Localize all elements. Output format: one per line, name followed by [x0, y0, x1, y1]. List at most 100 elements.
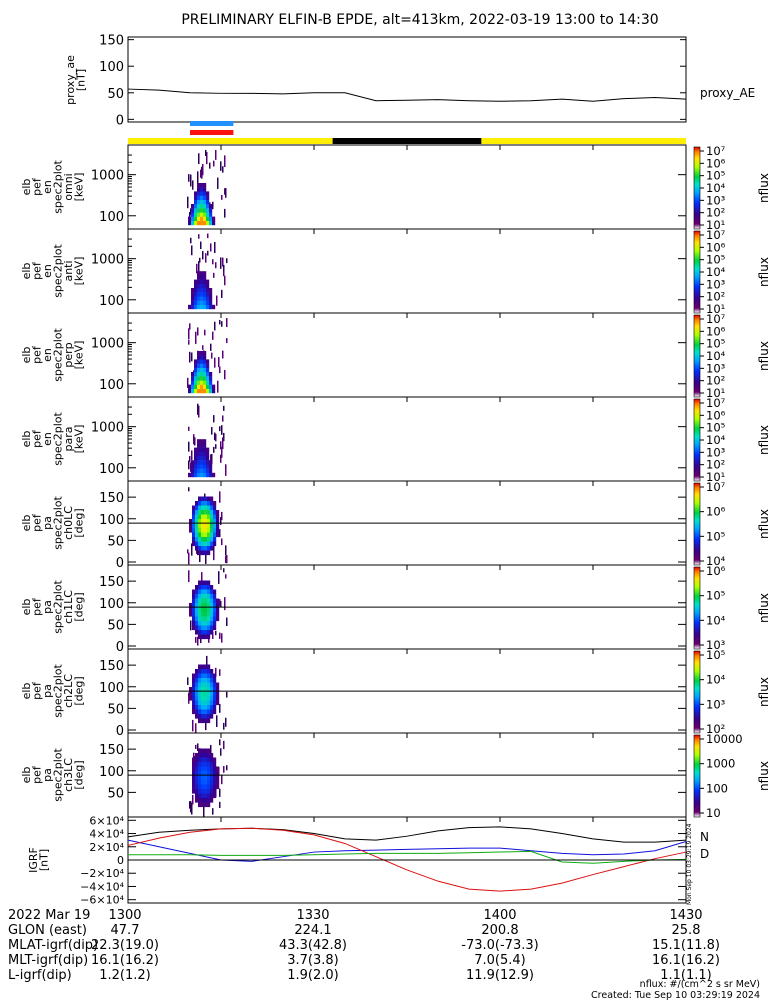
spectrogram-pixel [222, 415, 224, 422]
spectrogram-pixel [195, 753, 199, 758]
spectrogram-pixel [209, 288, 213, 293]
energy-panel-tick-label: 1000 [91, 169, 124, 184]
spectrogram-pixel [213, 589, 217, 595]
spectrogram-pixel [207, 718, 211, 724]
spectrogram-pixel [210, 546, 214, 551]
spectrogram-pixel [225, 188, 227, 198]
spectrogram-pixel [192, 594, 196, 599]
spectrogram-pixel [216, 519, 220, 524]
spectrogram-pixel [204, 709, 208, 715]
spectrogram-pixel [219, 669, 221, 676]
proxy-ae-tick-label: 150 [99, 34, 124, 49]
spectrogram-pixel [201, 757, 205, 763]
spectrogram-pixel [207, 625, 211, 631]
spectrogram-pixel [206, 216, 210, 221]
colorbar-tick-label: 10⁶ [706, 156, 726, 170]
spectrogram-pixel [187, 677, 189, 685]
spectrogram-pixel [201, 771, 205, 776]
spectrogram-pixel [189, 612, 193, 617]
spectrogram-pixel [201, 625, 205, 631]
spectrogram-pixel [200, 191, 204, 196]
spectrogram-pixel [188, 340, 190, 345]
side-stamp: Mon Sep 10 03:29:19 2024 [686, 823, 693, 905]
spectrogram-pixel [212, 631, 214, 639]
spectrogram-pixel [195, 630, 199, 635]
energy-panel-tick-label: 1000 [91, 337, 124, 352]
spectrogram-pixel [197, 443, 201, 448]
spectrogram-pixel [198, 709, 202, 715]
energy-panel-tick-label: 1000 [91, 253, 124, 268]
spectrogram-pixel [188, 216, 192, 221]
spectrogram-pixel [203, 472, 207, 478]
spectrogram-pixel [197, 359, 201, 364]
spectrogram-pixel [207, 705, 211, 710]
spectrogram-pixel [206, 388, 210, 394]
spectrogram-pixel [207, 714, 211, 719]
spectrogram-pixel [191, 204, 195, 209]
spectrogram-pixel [206, 288, 210, 293]
spectrogram-pixel [213, 541, 217, 547]
spectrogram-pixel [200, 359, 204, 364]
colorbar-tick-label: 10⁶ [706, 505, 726, 519]
spectrogram-pixel [195, 621, 199, 626]
spectrogram-pixel [200, 271, 204, 276]
ephemeris-value: 16.1(16.2) [91, 953, 159, 968]
spectrogram-pixel [204, 753, 208, 758]
ephemeris-value: 43.3(42.8) [279, 938, 347, 953]
spectrogram-pixel [198, 580, 202, 586]
spectrogram-pixel [204, 669, 208, 674]
colorbar-tick-label: 10000 [706, 732, 743, 746]
spectrogram-pixel [195, 598, 199, 604]
spectrogram-pixel [221, 774, 223, 785]
pa-panel-tick-label: 150 [99, 743, 124, 758]
spectrogram-pixel [201, 505, 205, 511]
spectrogram-pixel [206, 204, 210, 209]
axis-label-line: en [41, 264, 54, 278]
spectrogram-pixel [212, 220, 216, 226]
spectrogram-pixel [198, 714, 202, 719]
axis-label-line: ch1LC [62, 590, 75, 624]
spectrogram-pixel [213, 687, 217, 692]
spectrogram-pixel [204, 793, 208, 799]
spectrogram-pixel [195, 331, 197, 344]
axis-label-line: elb [20, 683, 33, 700]
spectrogram-pixel [203, 376, 207, 381]
spectrogram-pixel [213, 673, 217, 679]
spectrogram-pixel [210, 789, 214, 794]
spectrogram-pixel [207, 585, 211, 590]
spectrogram-pixel [192, 514, 196, 520]
spectrogram-pixel [210, 696, 214, 701]
spectrogram-pixel [192, 673, 196, 679]
spectrogram-pixel [207, 510, 211, 515]
colorbar [693, 146, 701, 230]
spectrogram-pixel [192, 598, 196, 604]
spectrogram-pixel [201, 532, 205, 538]
spectrogram-pixel [192, 789, 196, 794]
spectrogram-pixel [198, 673, 202, 679]
spectrogram-pixel [203, 288, 207, 293]
spectrogram-pixel [200, 288, 204, 293]
spectrogram-pixel [198, 753, 202, 758]
spectrogram-pixel [207, 780, 211, 785]
spectrogram-pixel [214, 432, 216, 441]
spectrogram-pixel [203, 275, 207, 280]
spectrogram-pixel [189, 607, 193, 613]
spectrogram-pixel [207, 673, 211, 679]
spectrogram-pixel [189, 523, 193, 529]
spectrogram-pixel [198, 589, 202, 595]
spectrogram-pixel [198, 798, 202, 803]
spectrogram-pixel [210, 616, 214, 622]
spectrogram-pixel [214, 241, 216, 254]
spectrogram-pixel [191, 388, 195, 394]
spectrogram-pixel [212, 216, 216, 221]
spectrogram-pixel [189, 691, 193, 697]
spectrogram-pixel [204, 505, 208, 511]
spectrogram-pixel [219, 788, 221, 797]
spectrogram-pixel [198, 501, 202, 506]
spectrogram-pixel [201, 634, 205, 640]
spectrogram-pixel [195, 669, 199, 674]
spectrogram-pixel [198, 691, 202, 697]
energy-panel-tick-label: 100 [99, 462, 124, 477]
spectrogram-pixel [192, 691, 196, 697]
